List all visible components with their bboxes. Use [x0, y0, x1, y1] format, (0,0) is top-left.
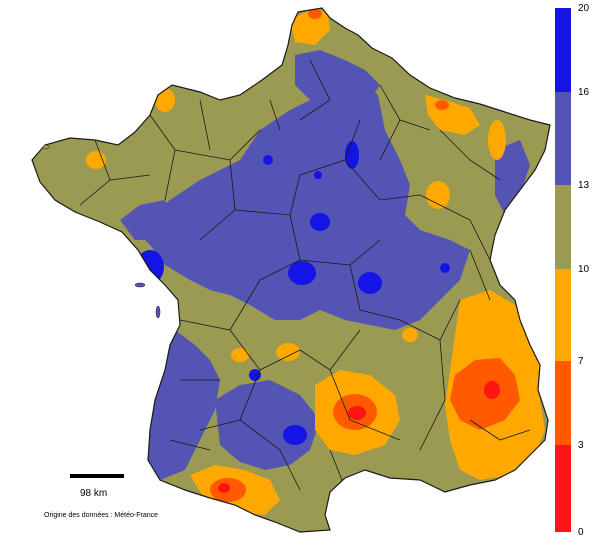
legend-class-7-10	[555, 269, 571, 361]
zone-3-7-north	[308, 9, 322, 19]
data-source-note: Origine des données : Météo-France	[44, 512, 159, 519]
zone-16-20-midi	[283, 425, 307, 445]
zone-16-20-bourgogne	[358, 272, 382, 294]
zone-7-10-normandy	[155, 88, 175, 112]
zone-7-10-dordogne	[231, 348, 249, 362]
legend-tick-0: 0	[578, 527, 584, 538]
zone-16-20-vendee	[136, 250, 164, 284]
zone-7-10-jura	[488, 120, 506, 160]
zone-7-10-auvergne	[276, 343, 300, 361]
zone-7-10-north	[290, 10, 330, 45]
legend-tick-7: 7	[578, 356, 584, 367]
legend-class-3-7	[555, 361, 571, 445]
legend-class-16-20	[555, 8, 571, 92]
scale-bar	[70, 474, 124, 478]
zone-3-7-lorraine	[435, 100, 449, 110]
zone-13-16-north	[295, 50, 380, 105]
zone-16-20-d	[314, 171, 322, 179]
scale-bar-label: 98 km	[80, 488, 108, 499]
zone-13-16-center	[135, 80, 470, 330]
zone-16-20-champagne	[345, 141, 359, 169]
legend-tick-3: 3	[578, 440, 584, 451]
value-zones	[86, 9, 545, 515]
legend-tick-16: 16	[578, 87, 590, 98]
legend-tick-13: 13	[578, 180, 590, 191]
island-ushant	[42, 144, 50, 150]
zone-16-20-c	[440, 263, 450, 273]
zone-7-10-alsace-south	[426, 181, 450, 209]
legend-class-10-13	[555, 185, 571, 269]
zone-0-3-pyrenees	[218, 483, 230, 493]
zone-0-3-cevennes	[348, 406, 366, 420]
zone-0-3-alps	[484, 381, 500, 399]
zone-13-16-brittany	[120, 200, 170, 240]
zone-16-20-loiret	[310, 213, 330, 231]
island-re	[134, 282, 146, 288]
island-oleron	[155, 305, 161, 319]
legend-colorbar	[555, 8, 571, 532]
legend-tick-10: 10	[578, 264, 590, 275]
zone-7-10-ardeche	[402, 328, 418, 342]
legend-tick-20: 20	[578, 3, 590, 14]
zone-16-20-b	[249, 369, 261, 381]
zone-7-10-brittany	[86, 151, 106, 169]
zone-16-20-centre	[288, 261, 316, 285]
zone-13-16-southwest	[215, 380, 320, 470]
zone-16-20-a	[263, 155, 273, 165]
zone-13-16-east	[495, 140, 530, 215]
department-borders	[79, 59, 531, 501]
legend-class-13-16	[555, 92, 571, 185]
legend-class-0-3	[555, 445, 571, 532]
